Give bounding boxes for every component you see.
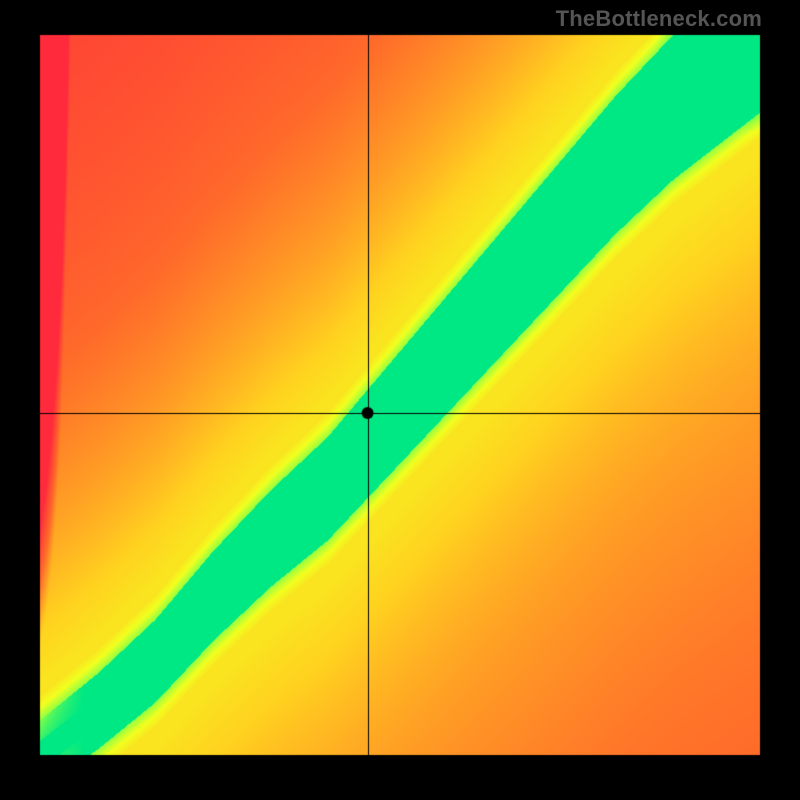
attribution-text: TheBottleneck.com [556, 6, 762, 32]
bottleneck-heatmap [0, 0, 800, 800]
